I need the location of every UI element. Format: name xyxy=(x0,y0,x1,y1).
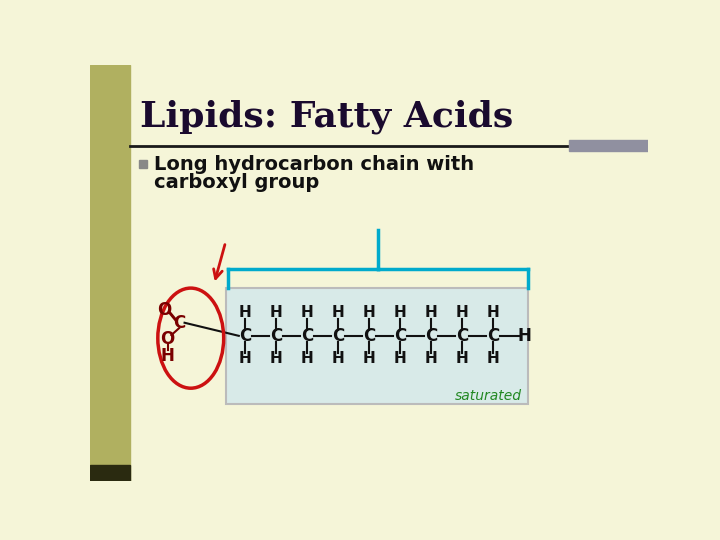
Text: H: H xyxy=(456,352,469,367)
Text: Long hydrocarbon chain with: Long hydrocarbon chain with xyxy=(153,156,474,174)
Text: C: C xyxy=(173,314,185,332)
Text: H: H xyxy=(517,327,531,345)
Text: H: H xyxy=(238,305,251,320)
FancyBboxPatch shape xyxy=(225,288,528,403)
Text: Lipids: Fatty Acids: Lipids: Fatty Acids xyxy=(140,100,513,134)
Text: C: C xyxy=(270,327,282,345)
Bar xyxy=(139,159,148,168)
Text: saturated: saturated xyxy=(454,389,522,403)
Text: C: C xyxy=(487,327,499,345)
Text: O: O xyxy=(161,330,175,348)
Text: C: C xyxy=(301,327,313,345)
Text: C: C xyxy=(239,327,251,345)
Text: C: C xyxy=(425,327,437,345)
Text: H: H xyxy=(301,352,313,367)
Text: H: H xyxy=(425,305,437,320)
Text: H: H xyxy=(269,305,282,320)
Text: H: H xyxy=(456,305,469,320)
Text: carboxyl group: carboxyl group xyxy=(153,173,319,192)
Text: C: C xyxy=(332,327,344,345)
Text: H: H xyxy=(487,305,500,320)
Text: H: H xyxy=(363,352,375,367)
Text: H: H xyxy=(394,352,406,367)
Text: H: H xyxy=(363,305,375,320)
Text: C: C xyxy=(363,327,375,345)
Bar xyxy=(569,140,648,151)
Text: H: H xyxy=(161,347,174,365)
Text: C: C xyxy=(456,327,468,345)
Text: H: H xyxy=(332,352,344,367)
Bar xyxy=(90,465,130,481)
Text: H: H xyxy=(301,305,313,320)
Text: H: H xyxy=(332,305,344,320)
Text: H: H xyxy=(487,352,500,367)
Text: H: H xyxy=(425,352,437,367)
Bar xyxy=(90,65,130,481)
Text: H: H xyxy=(238,352,251,367)
Text: O: O xyxy=(157,301,171,319)
Text: H: H xyxy=(394,305,406,320)
Text: H: H xyxy=(269,352,282,367)
Text: C: C xyxy=(394,327,406,345)
